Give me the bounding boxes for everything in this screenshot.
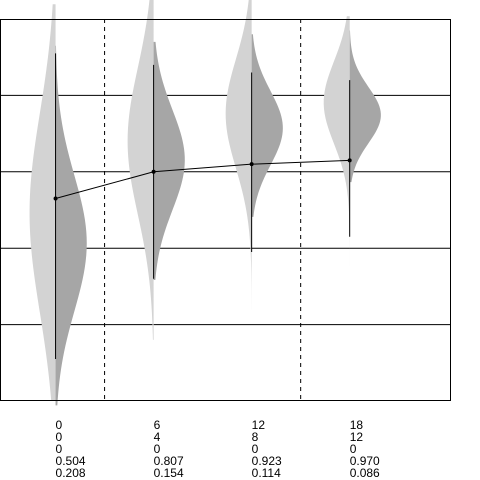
mean-point xyxy=(347,158,352,163)
mean-point xyxy=(53,196,58,201)
violin-left xyxy=(29,4,56,402)
tick-label: 0.970 xyxy=(350,454,380,468)
tick-label: 0.154 xyxy=(154,466,184,480)
tick-label: 12 xyxy=(350,430,364,444)
tick-label: 12 xyxy=(252,418,266,432)
mean-point xyxy=(151,169,156,174)
violin-right xyxy=(55,45,87,406)
tick-label: 0.504 xyxy=(56,454,86,468)
violin-right xyxy=(251,34,283,217)
tick-label: 0.208 xyxy=(56,466,86,480)
tick-label: 0.114 xyxy=(252,466,281,480)
tick-label: 0.807 xyxy=(154,454,184,468)
plot-frame xyxy=(0,19,451,401)
tick-label: 6 xyxy=(154,418,161,432)
tick-label: 0 xyxy=(56,442,63,456)
violin-right xyxy=(349,30,381,183)
tick-label: 18 xyxy=(350,418,364,432)
violin-right xyxy=(153,41,185,280)
mean-line xyxy=(55,159,350,200)
tick-label: 0.086 xyxy=(350,466,380,480)
tick-label: 8 xyxy=(252,430,259,444)
violin-left xyxy=(127,0,154,340)
tick-label: 0 xyxy=(252,442,259,456)
tick-label: 0 xyxy=(56,430,63,444)
tick-label: 0.923 xyxy=(252,454,282,468)
violin-left xyxy=(323,16,350,295)
tick-label: 4 xyxy=(154,430,161,444)
violin-left xyxy=(225,0,252,310)
tick-label: 0 xyxy=(56,418,63,432)
tick-label: 0 xyxy=(350,442,357,456)
mean-point xyxy=(249,162,254,167)
tick-label: 0 xyxy=(154,442,161,456)
